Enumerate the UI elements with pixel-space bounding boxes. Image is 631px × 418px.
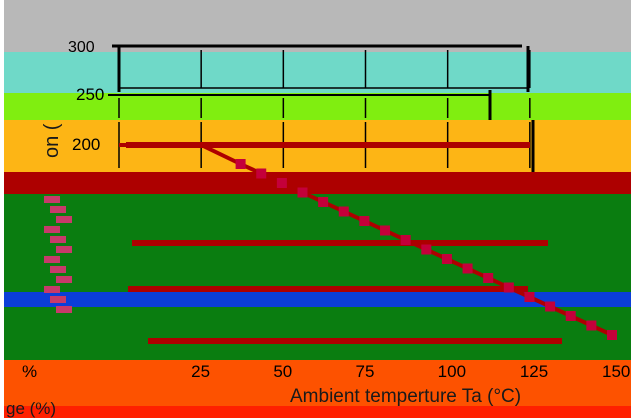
data-point — [256, 168, 267, 179]
data-point — [524, 292, 535, 302]
data-point — [276, 178, 287, 188]
x-tick-label: 50 — [273, 362, 292, 381]
data-point — [318, 197, 329, 207]
marker-block — [44, 226, 60, 233]
x-tick-labels: 25 50 75 100 125 150 — [191, 362, 630, 381]
data-point — [421, 244, 432, 255]
x-origin-label: % — [22, 362, 37, 381]
marker-block — [56, 306, 72, 313]
band-white-left — [0, 0, 4, 418]
horizontal-bar — [148, 338, 562, 344]
y-axis-label-fragment-bottom: ge (%) — [6, 399, 56, 418]
marker-block — [56, 276, 72, 283]
marker-block — [44, 256, 60, 263]
data-point — [503, 282, 514, 293]
band-green — [4, 194, 631, 360]
data-point — [483, 273, 494, 283]
x-tick-label: 150 — [602, 362, 630, 381]
data-point — [586, 320, 597, 331]
band-lime — [4, 93, 631, 120]
series-group — [119, 143, 617, 340]
band-red — [4, 406, 631, 418]
data-point — [607, 330, 617, 340]
data-point — [462, 263, 473, 274]
x-tick-label: 75 — [356, 362, 375, 381]
marker-rows — [44, 196, 72, 313]
marker-block — [44, 286, 60, 293]
marker-block — [50, 236, 66, 243]
y-axis-label-fragment: on ( — [41, 123, 63, 158]
band-gray — [0, 0, 631, 52]
band-orange-red — [4, 360, 631, 406]
marker-block — [50, 206, 66, 213]
y-tick-labels: 300 250 200 — [68, 39, 104, 154]
x-axis-title: Ambient temperture Ta (°C) — [290, 386, 521, 407]
marker-block — [56, 246, 72, 253]
band-blue — [4, 292, 631, 307]
marker-block — [50, 296, 66, 303]
x-tick-label: 100 — [438, 362, 466, 381]
data-point — [380, 225, 391, 236]
y-tick-label: 300 — [68, 39, 95, 56]
y-tick-label: 200 — [72, 135, 100, 154]
y-tick-label: 250 — [76, 85, 104, 104]
marker-block — [44, 196, 60, 203]
data-point — [565, 311, 576, 321]
data-point — [545, 301, 556, 312]
x-tick-label: 25 — [191, 362, 210, 381]
x-tick-label: 125 — [520, 362, 548, 381]
horizontal-bar — [126, 142, 530, 148]
horizontal-bars — [126, 142, 562, 344]
data-point — [338, 206, 349, 217]
band-darkred — [4, 172, 631, 194]
data-point — [441, 254, 452, 264]
marker-block — [50, 266, 66, 273]
data-point — [235, 159, 246, 169]
data-point — [400, 235, 411, 245]
marker-block — [56, 216, 72, 223]
data-point — [359, 216, 370, 226]
horizontal-bar — [128, 286, 528, 292]
data-point — [297, 187, 308, 198]
horizontal-bar — [132, 240, 548, 246]
